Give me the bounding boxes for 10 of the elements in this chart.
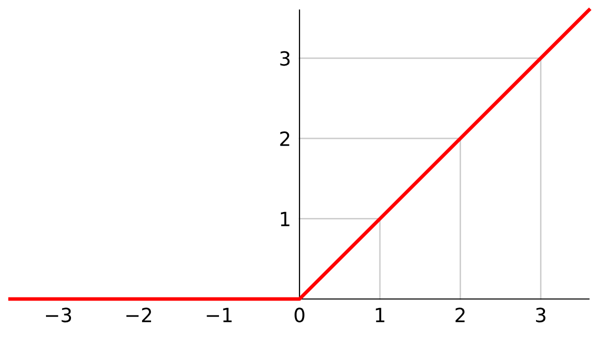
- y-tick-label: 3: [280, 51, 290, 66]
- y-tick-label: 1: [280, 212, 290, 226]
- x-tick-label: −2: [126, 308, 152, 322]
- x-tick-label: 1: [376, 308, 384, 322]
- x-tick-label: 0: [294, 308, 304, 322]
- x-tick-label: 2: [456, 308, 465, 322]
- y-tick-label: 2: [280, 131, 290, 146]
- x-tick-label: 3: [536, 308, 546, 322]
- x-tick-label: −1: [206, 308, 232, 322]
- x-tick-label: −3: [46, 308, 72, 322]
